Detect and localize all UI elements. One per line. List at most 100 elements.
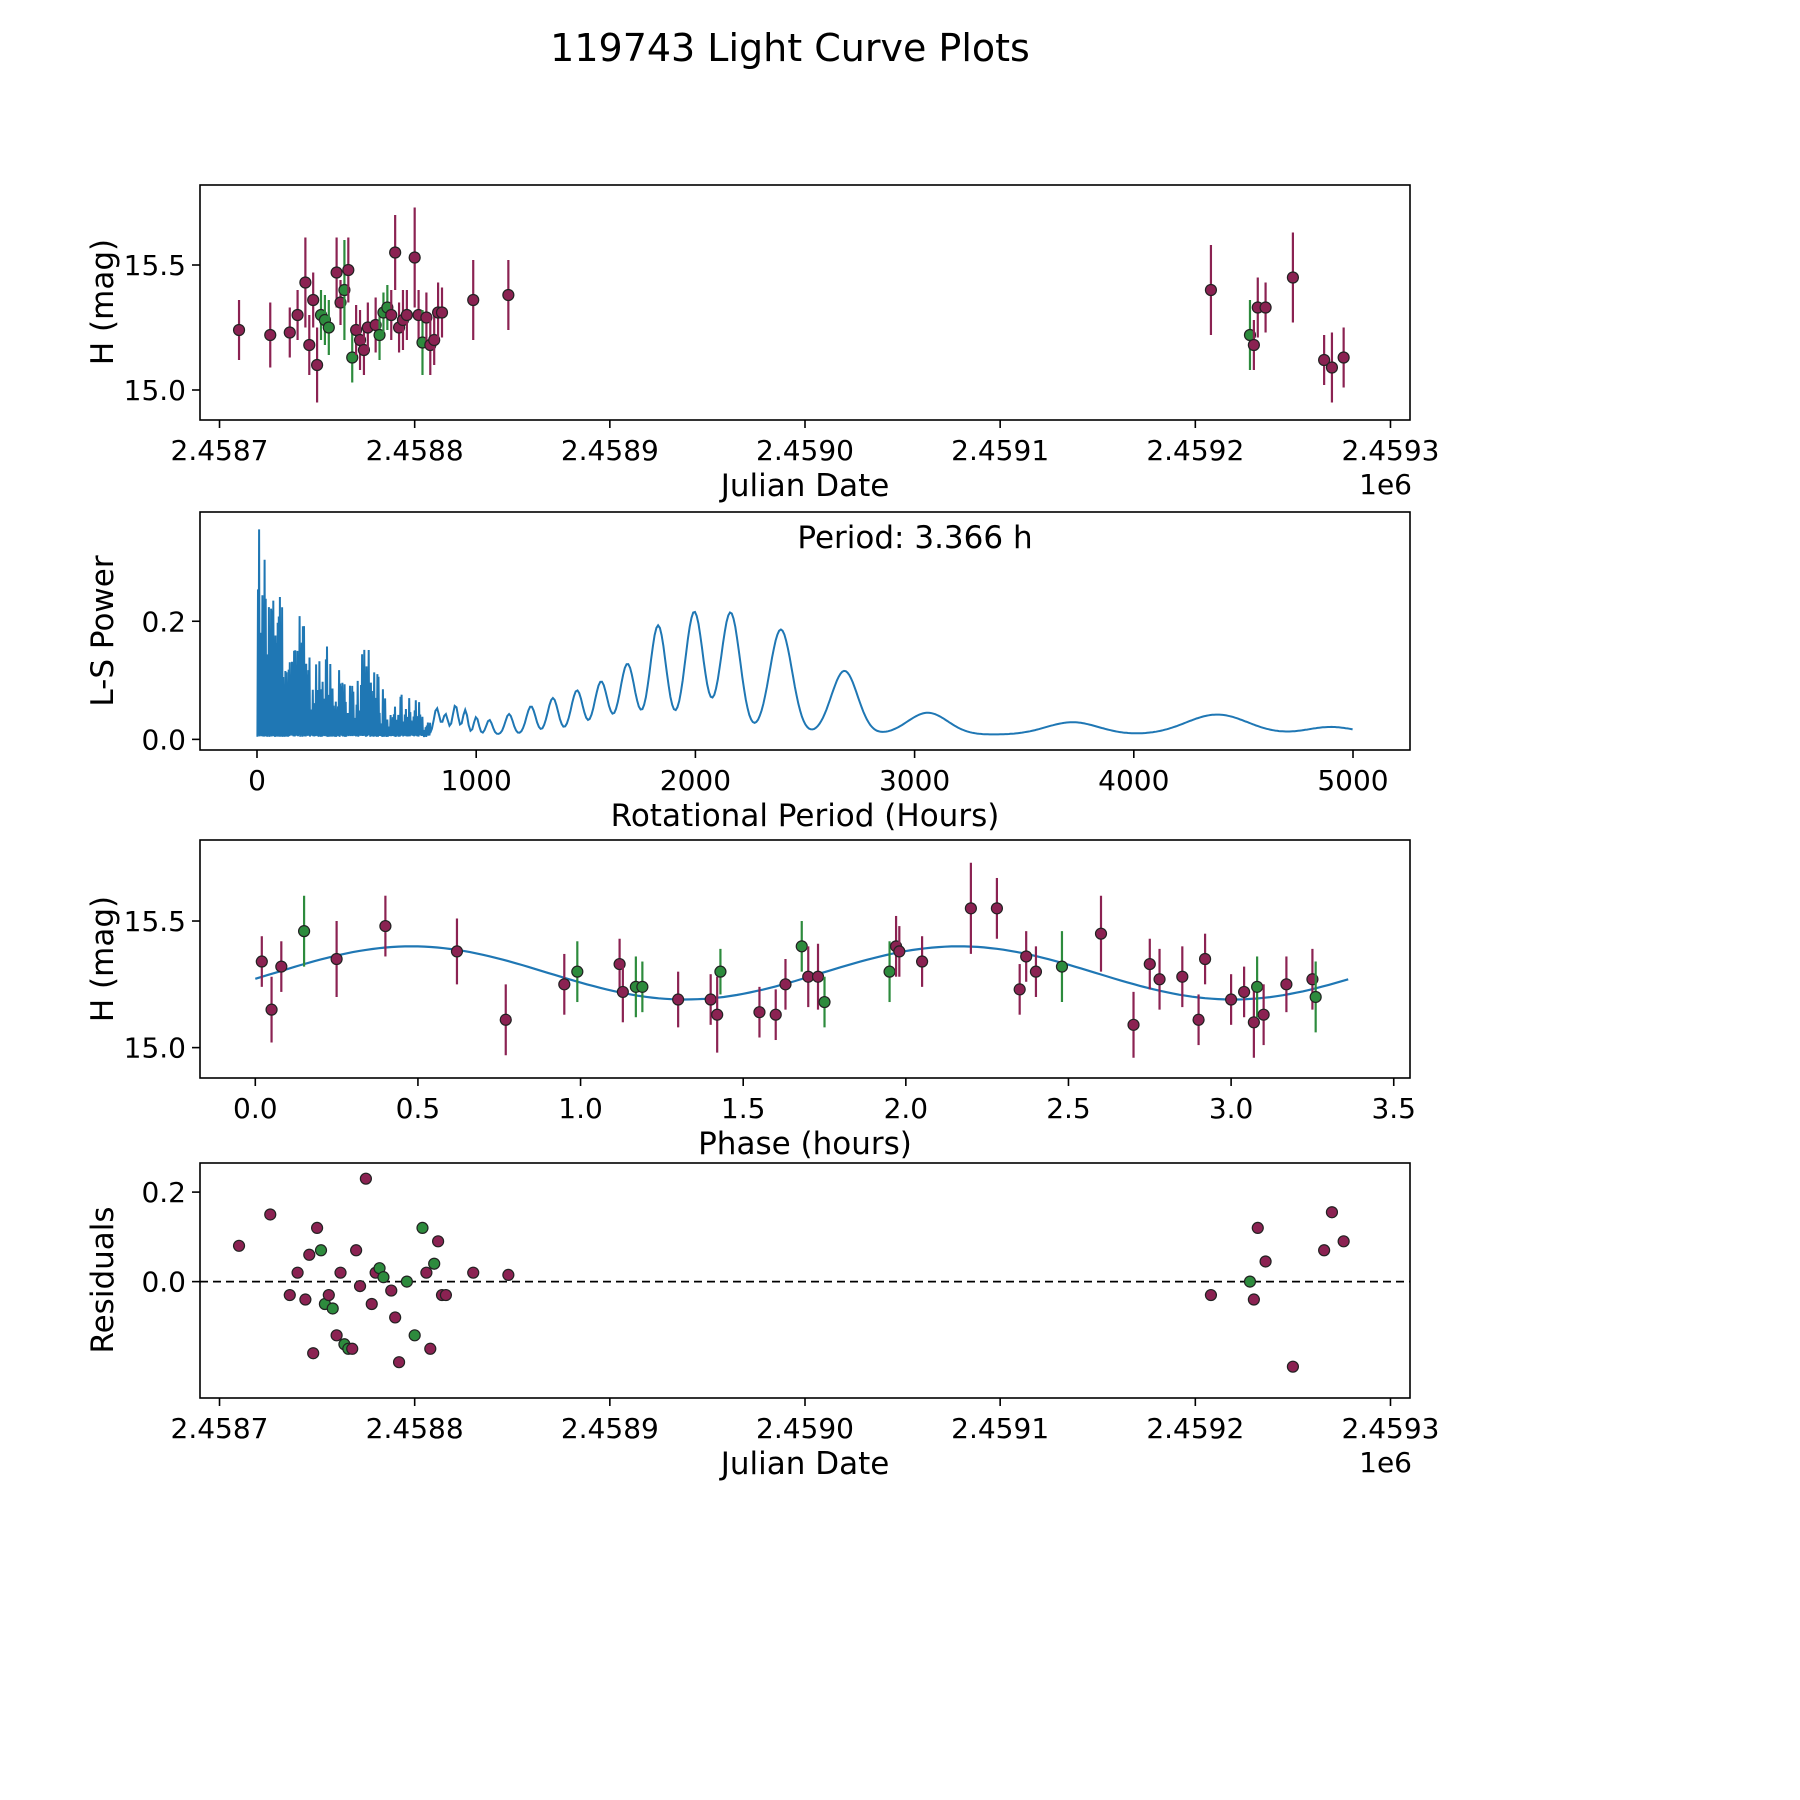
x-tick-label: 2.4587	[171, 434, 269, 467]
data-point	[350, 1244, 363, 1257]
data-point	[1238, 985, 1251, 999]
data-point	[416, 1221, 429, 1235]
panel-periodogram: 0 1000 2000 3000 4000 5000 0.0 0.2	[141, 511, 1411, 797]
xlabel-residuals: Julian Date	[720, 1446, 890, 1482]
data-point	[711, 1008, 724, 1021]
data-point	[1286, 271, 1300, 284]
panel-phase-curve: 0.0 0.5 1.0 1.5 2.0 2.5 3.0 3.5 15.0 15.5	[124, 839, 1416, 1125]
x-tick-label: 2.4588	[366, 434, 464, 467]
data-point	[346, 1342, 359, 1355]
data-point	[255, 955, 268, 968]
panel-light-curve: 2.4587 2.4588 2.4589 2.4590 2.4591 2.4592 2.45…	[124, 184, 1439, 467]
panel-residuals: 2.4587 2.4588 2.4589 2.4590 2.4591 2.4592 2.45…	[141, 1162, 1439, 1445]
data-point	[1225, 993, 1238, 1006]
xlabel-light-curve: Julian Date	[720, 468, 890, 504]
figure-title: 119743 Light Curve Plots	[550, 26, 1030, 70]
data-point	[264, 328, 277, 342]
x-tick-label: 2.4593	[1341, 434, 1439, 467]
data-point	[303, 1248, 316, 1261]
data-point	[1029, 965, 1043, 978]
x-tick-label: 2.4590	[756, 434, 854, 467]
data-point	[307, 1347, 320, 1360]
data-point	[431, 1235, 445, 1248]
data-point	[373, 328, 386, 342]
data-point	[893, 945, 906, 958]
ylabel-periodogram: L-S Power	[85, 555, 121, 707]
data-point	[365, 1297, 378, 1311]
x-tick-label: 5000	[1317, 764, 1388, 797]
data-point	[499, 1013, 512, 1026]
data-point	[1337, 351, 1350, 364]
data-point	[314, 1244, 328, 1257]
data-point	[400, 308, 413, 322]
data-point	[450, 945, 464, 958]
data-point	[385, 1284, 398, 1297]
data-point	[330, 1329, 343, 1342]
data-point	[291, 1266, 304, 1279]
data-point	[883, 965, 896, 978]
x-tick-label: 2.4587	[171, 1412, 269, 1445]
data-point	[1286, 1360, 1300, 1373]
data-point	[334, 1266, 347, 1279]
data-point	[1247, 338, 1260, 352]
x-tick-label: 2000	[660, 764, 731, 797]
data-point	[1247, 1293, 1260, 1306]
data-point	[616, 985, 629, 999]
ylabel-residuals: Residuals	[85, 1206, 121, 1354]
data-point	[357, 343, 371, 357]
data-point	[1318, 1244, 1331, 1257]
x-tick-label: 2.4591	[951, 434, 1049, 467]
data-point	[392, 1356, 406, 1369]
data-point	[990, 902, 1004, 915]
data-point	[467, 1266, 480, 1279]
data-point	[571, 965, 584, 978]
data-point	[753, 1006, 766, 1019]
data-point	[1309, 990, 1322, 1004]
data-point	[420, 311, 433, 324]
data-point	[424, 1342, 437, 1355]
data-point	[1204, 1288, 1218, 1302]
data-point	[330, 952, 343, 966]
data-point	[1094, 927, 1108, 940]
data-point	[1318, 353, 1331, 367]
x-offset-label-residuals: 1e6	[1359, 1446, 1412, 1479]
data-point	[1259, 301, 1272, 314]
data-point	[322, 321, 335, 334]
data-point	[1153, 973, 1166, 986]
data-point	[1280, 978, 1293, 991]
y-tick-label: 0.0	[141, 723, 186, 756]
x-tick-label: 1.0	[558, 1092, 603, 1125]
data-point	[636, 980, 649, 993]
data-point	[420, 1266, 433, 1279]
x-tick-label: 1000	[441, 764, 512, 797]
y-tick-label: 0.0	[141, 1266, 186, 1299]
data-point	[291, 308, 304, 322]
data-point	[502, 288, 515, 302]
data-point	[1251, 980, 1264, 993]
data-point	[1325, 361, 1339, 374]
x-tick-label: 2.4592	[1146, 434, 1244, 467]
data-point	[704, 993, 717, 1006]
data-point	[283, 1288, 296, 1302]
data-point	[232, 323, 246, 337]
axes-frame	[199, 839, 1411, 1079]
data-point	[265, 1003, 278, 1016]
x-tick-label: 4000	[1098, 764, 1169, 797]
x-tick-label: 0.5	[396, 1092, 441, 1125]
data-point	[439, 1288, 453, 1302]
data-point	[1176, 970, 1189, 983]
data-point	[1143, 957, 1156, 971]
x-tick-label: 2.4590	[756, 1412, 854, 1445]
data-point	[1204, 283, 1218, 297]
data-point	[428, 1257, 441, 1270]
data-point	[400, 1275, 413, 1288]
y-tick-label: 15.0	[124, 1032, 186, 1065]
x-tick-label: 2.4593	[1341, 1412, 1439, 1445]
data-point	[389, 1311, 402, 1324]
periodogram-line	[256, 529, 1353, 738]
data-point	[672, 993, 685, 1006]
axes-frame	[199, 184, 1411, 421]
data-point	[1247, 1016, 1260, 1029]
data-point	[1337, 1235, 1350, 1248]
axes-frame	[199, 511, 1411, 751]
